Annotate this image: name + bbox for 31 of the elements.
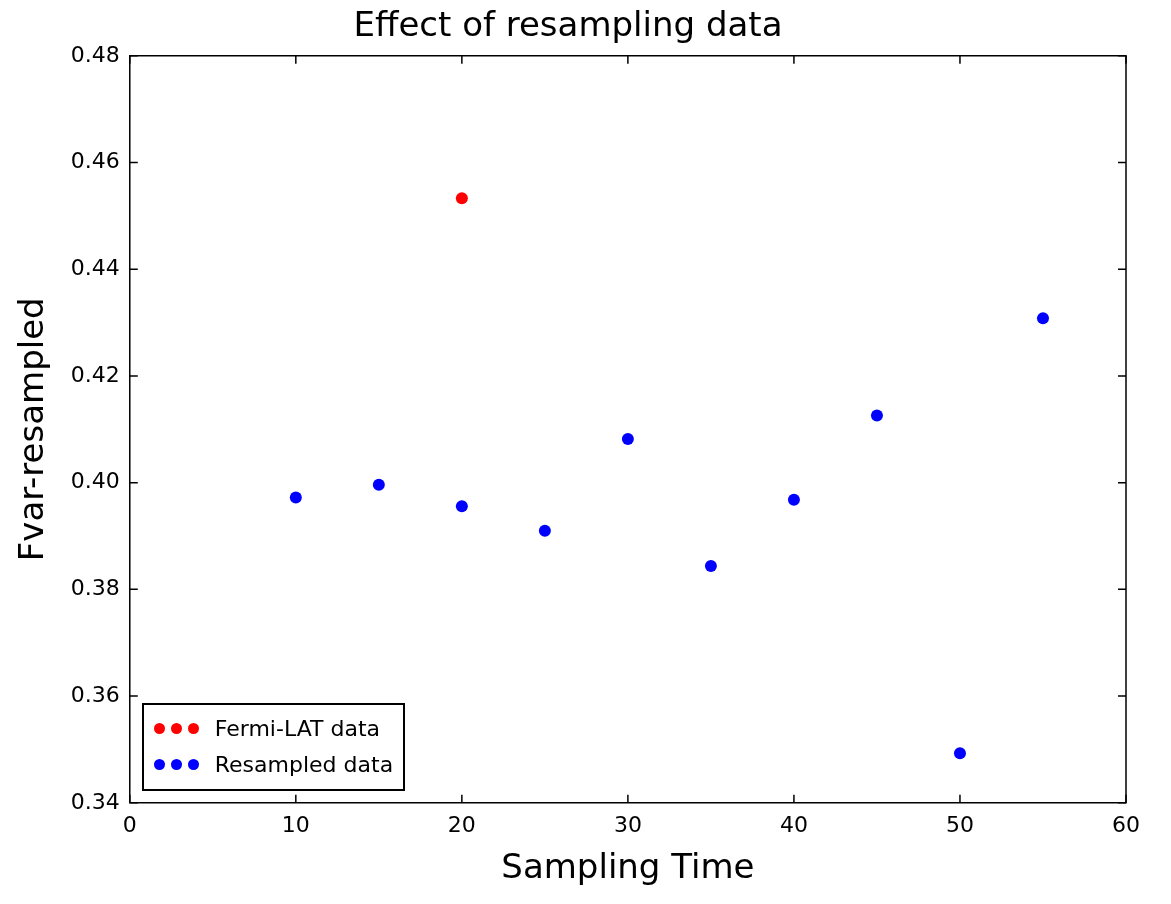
x-tick-label: 10 (281, 811, 310, 837)
y-tick-label: 0.48 (70, 41, 120, 67)
x-tick-label: 0 (122, 811, 137, 837)
x-tick-label: 20 (447, 811, 476, 837)
x-axis-title: Sampling Time (501, 846, 755, 887)
x-tick-label: 30 (613, 811, 642, 837)
point (372, 478, 385, 491)
point (953, 747, 966, 760)
y-tick-label: 0.46 (70, 148, 120, 174)
y-tick-label: 0.42 (70, 361, 120, 387)
x-tick-label: 40 (779, 811, 808, 837)
y-tick-label: 0.36 (70, 681, 120, 707)
point (289, 491, 302, 504)
point (1036, 312, 1049, 325)
point (621, 432, 634, 445)
y-tick-label: 0.34 (70, 788, 120, 814)
chart-title: Effect of resampling data (353, 4, 783, 45)
x-tick-label: 60 (1112, 811, 1140, 837)
point (704, 559, 717, 572)
x-tick-label: 50 (945, 811, 974, 837)
y-tick-label: 0.44 (70, 254, 120, 280)
point (538, 524, 551, 537)
y-axis-title: Fvar-resampled (11, 297, 52, 562)
legend-label: Resampled data (214, 752, 394, 778)
y-tick-label: 0.40 (70, 468, 120, 494)
legend-label: Fermi-LAT data (214, 716, 380, 742)
point (787, 493, 800, 506)
y-tick-label: 0.38 (70, 575, 120, 601)
point (870, 409, 883, 422)
point (455, 192, 468, 205)
point (455, 500, 468, 513)
